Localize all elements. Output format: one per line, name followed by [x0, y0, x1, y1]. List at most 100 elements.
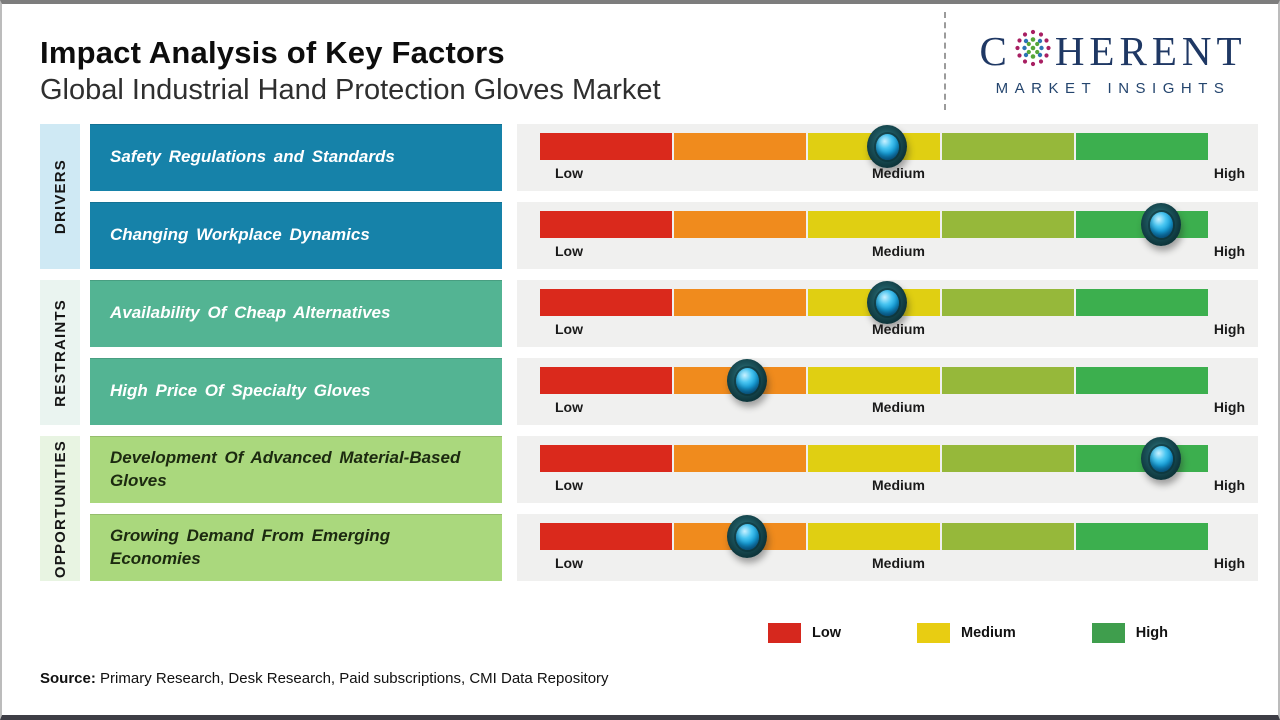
page-title: Impact Analysis of Key Factors — [40, 35, 505, 70]
bar-segment-4 — [942, 445, 1074, 473]
bar-segment-4 — [942, 289, 1074, 317]
company-logo: C — [944, 12, 1262, 110]
group-rows-restraints: Availability Of Cheap Alternatives Low Med… — [90, 280, 1258, 426]
factor-label: Development Of Advanced Material-Based G… — [110, 447, 461, 490]
bar-segment-4 — [942, 523, 1074, 551]
scale-labels: Low Medium High — [540, 477, 1245, 493]
legend-swatch-low — [768, 623, 801, 644]
bar-segment-1 — [540, 289, 672, 317]
scale-labels: Low Medium High — [540, 243, 1245, 259]
bar-segment-5 — [1076, 133, 1208, 161]
factor-row: Safety Regulations and Standards Low Mediu… — [90, 124, 1258, 192]
legend-label: Medium — [961, 625, 1016, 642]
source-label: Source: — [40, 670, 96, 688]
impact-marker — [1141, 437, 1182, 481]
bar-segment-2 — [674, 133, 806, 161]
bar-segment-1 — [540, 367, 672, 395]
page-subtitle: Global Industrial Hand Protection Gloves… — [40, 74, 661, 107]
factor-label: Availability Of Cheap Alternatives — [110, 303, 391, 323]
scale-label-medium: Medium — [872, 165, 925, 182]
impact-gradient-bar — [540, 203, 1208, 247]
scale-label-high: High — [1213, 243, 1245, 260]
impact-gradient-bar — [540, 125, 1208, 169]
header: Impact Analysis of Key Factors Global In… — [2, 4, 1278, 110]
category-label: OPPORTUNITIES — [51, 439, 69, 578]
scale-label-medium: Medium — [872, 399, 925, 416]
factor-box: Availability Of Cheap Alternatives — [90, 280, 502, 348]
impact-scale-panel: Low Medium High — [517, 280, 1258, 348]
legend-item-low: Low — [768, 623, 841, 644]
scale-label-low: Low — [555, 399, 583, 416]
impact-gradient-bar — [540, 281, 1208, 325]
category-label: RESTRAINTS — [51, 298, 69, 407]
factor-row: Development Of Advanced Material-Based G… — [90, 436, 1258, 504]
scale-label-high: High — [1213, 477, 1245, 494]
category-strip-drivers: DRIVERS — [40, 124, 80, 270]
impact-gradient-bar — [540, 437, 1208, 481]
factor-box: Development Of Advanced Material-Based G… — [90, 436, 502, 504]
factor-group-drivers: DRIVERS Safety Regulations and Standards L… — [40, 124, 1258, 270]
logo-tagline: MARKET INSIGHTS — [995, 80, 1231, 97]
scale-label-low: Low — [555, 165, 583, 182]
factor-row: High Price Of Specialty Gloves Low Medium H… — [90, 358, 1258, 426]
legend-swatch-high — [1091, 623, 1125, 644]
scale-labels: Low Medium High — [540, 399, 1245, 415]
bar-segment-2 — [674, 445, 806, 473]
legend-item-medium: Medium — [917, 623, 1016, 644]
logo-wordmark: C — [979, 26, 1246, 77]
bar-segment-2 — [674, 289, 806, 317]
bar-segment-1 — [540, 211, 672, 239]
factor-row: Growing Demand From Emerging Economies Lo… — [90, 514, 1258, 582]
legend-label: Low — [812, 625, 841, 642]
factor-group-restraints: RESTRAINTS Availability Of Cheap Alternat… — [40, 280, 1258, 426]
bar-segment-3 — [808, 211, 940, 239]
scale-label-high: High — [1213, 555, 1245, 572]
source-text: Primary Research, Desk Research, Paid su… — [95, 670, 609, 688]
impact-marker — [727, 515, 768, 559]
bar-segment-3 — [808, 367, 940, 395]
impact-scale-panel: Low Medium High — [517, 436, 1258, 504]
bar-segment-3 — [808, 445, 940, 473]
title-block: Impact Analysis of Key Factors Global In… — [40, 4, 661, 110]
group-rows-opportunities: Development Of Advanced Material-Based G… — [90, 436, 1258, 582]
scale-label-high: High — [1213, 165, 1245, 182]
impact-gradient-bar — [540, 515, 1208, 559]
source-line: Source: Primary Research, Desk Research,… — [40, 670, 1278, 687]
scale-label-low: Low — [555, 243, 583, 260]
factor-row: Availability Of Cheap Alternatives Low Med… — [90, 280, 1258, 348]
scale-label-low: Low — [555, 555, 583, 572]
impact-marker — [867, 125, 908, 169]
bar-segment-5 — [1076, 367, 1208, 395]
factor-label: Growing Demand From Emerging Economies — [110, 525, 391, 568]
impact-gradient-bar — [540, 359, 1208, 403]
factor-label: Safety Regulations and Standards — [110, 147, 395, 167]
logo-letters-herent: HERENT — [1054, 28, 1247, 74]
group-rows-drivers: Safety Regulations and Standards Low Mediu… — [90, 124, 1258, 270]
factor-box: Safety Regulations and Standards — [90, 124, 502, 192]
scale-label-medium: Medium — [872, 477, 925, 494]
bar-segment-1 — [540, 523, 672, 551]
impact-scale-panel: Low Medium High — [517, 202, 1258, 270]
category-strip-opportunities: OPPORTUNITIES — [40, 436, 80, 582]
scale-labels: Low Medium High — [540, 321, 1245, 337]
impact-marker — [867, 281, 908, 325]
impact-matrix: DRIVERS Safety Regulations and Standards L… — [40, 124, 1258, 582]
scale-labels: Low Medium High — [540, 165, 1245, 181]
scale-label-low: Low — [555, 321, 583, 338]
factor-label: Changing Workplace Dynamics — [110, 225, 370, 245]
bar-segment-3 — [808, 523, 940, 551]
scale-label-medium: Medium — [872, 555, 925, 572]
scale-label-low: Low — [555, 477, 583, 494]
bar-segment-5 — [1076, 289, 1208, 317]
bar-segment-4 — [942, 211, 1074, 239]
factor-row: Changing Workplace Dynamics Low Medium High — [90, 202, 1258, 270]
scale-labels: Low Medium High — [540, 555, 1245, 571]
impact-scale-panel: Low Medium High — [517, 124, 1258, 192]
bar-segment-2 — [674, 211, 806, 239]
impact-scale-panel: Low Medium High — [517, 358, 1258, 426]
factor-box: Growing Demand From Emerging Economies — [90, 514, 502, 582]
scale-label-high: High — [1213, 399, 1245, 416]
bar-segment-5 — [1076, 523, 1208, 551]
logo-globe-icon — [1013, 26, 1053, 77]
